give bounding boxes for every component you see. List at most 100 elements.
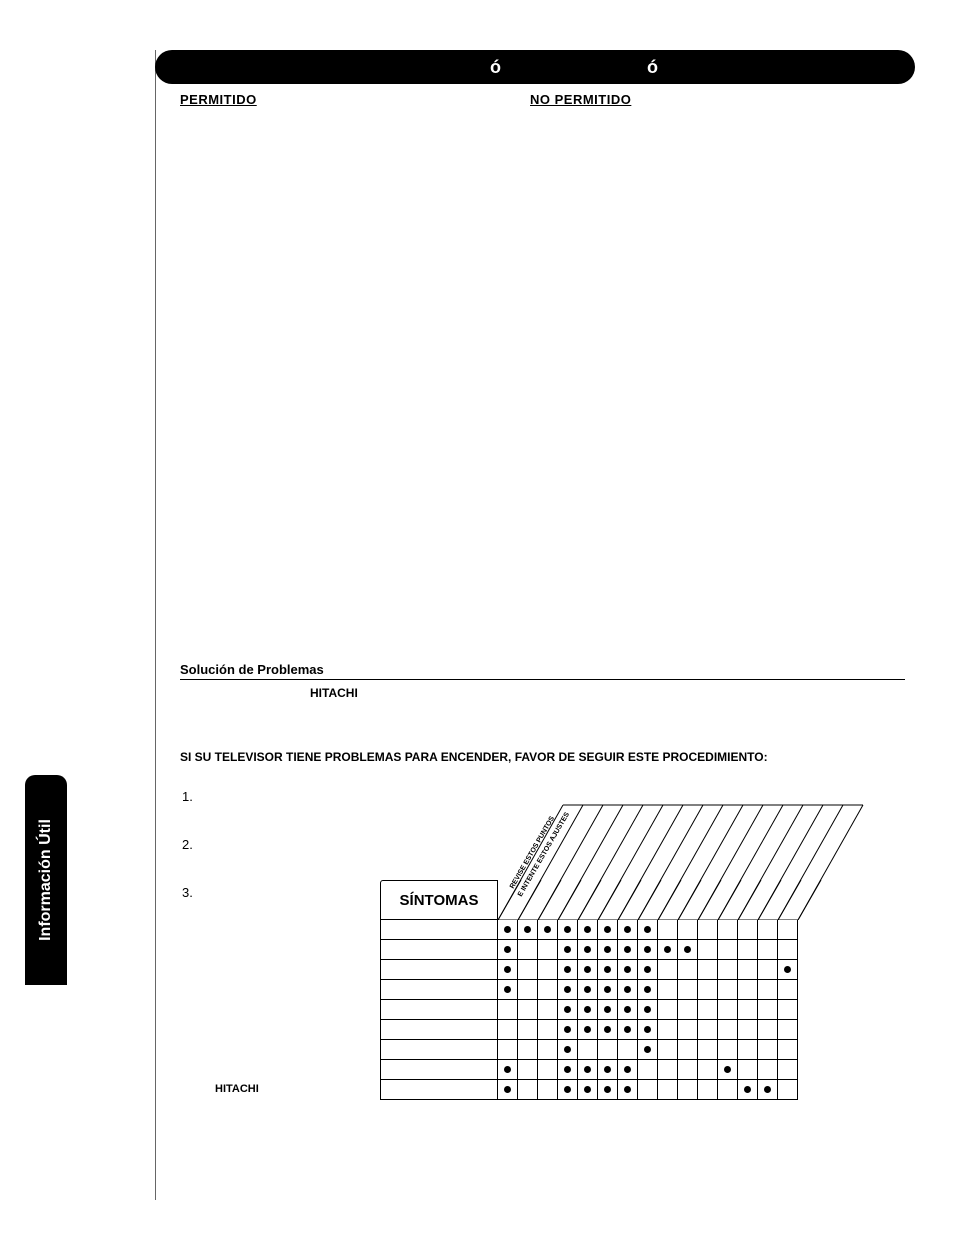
table-cell (618, 1060, 638, 1080)
dot-icon (564, 1086, 571, 1093)
dot-icon (624, 1026, 631, 1033)
table-cell (538, 1020, 558, 1040)
table-cell (518, 920, 538, 940)
dot-icon (584, 1086, 591, 1093)
dot-icon (564, 966, 571, 973)
table-row-label (380, 1040, 498, 1060)
table-cell (778, 1040, 798, 1060)
dot-icon (624, 1066, 631, 1073)
table-cell (578, 1040, 598, 1060)
table-row-label (380, 1020, 498, 1040)
table-cell (518, 1000, 538, 1020)
table-cell (658, 1020, 678, 1040)
table-row-label (380, 1000, 498, 1020)
table-cell (598, 1060, 618, 1080)
dot-icon (684, 946, 691, 953)
dot-icon (524, 926, 531, 933)
table-cell (578, 980, 598, 1000)
table-cell (678, 1000, 698, 1020)
table-cell (758, 960, 778, 980)
table-row (498, 920, 798, 940)
table-cell (758, 920, 778, 940)
table-cell (618, 940, 638, 960)
dot-icon (584, 1066, 591, 1073)
table-row-label (380, 920, 498, 940)
table-cell (658, 1080, 678, 1100)
table-cell (738, 1080, 758, 1100)
table-cell (678, 1020, 698, 1040)
table-cell (498, 1060, 518, 1080)
table-cell (598, 980, 618, 1000)
table-row (498, 960, 798, 980)
table-cell (778, 1020, 798, 1040)
table-cell (538, 980, 558, 1000)
table-cell (498, 1040, 518, 1060)
table-cell (518, 960, 538, 980)
table-cell (718, 960, 738, 980)
table-cell (598, 920, 618, 940)
table-cell (498, 920, 518, 940)
table-cell (718, 980, 738, 1000)
table-row-label (380, 940, 498, 960)
table-cell (658, 1060, 678, 1080)
table-cell (558, 940, 578, 960)
table-cell (658, 920, 678, 940)
dot-icon (664, 946, 671, 953)
dot-icon (564, 1006, 571, 1013)
table-cell (698, 1060, 718, 1080)
dot-icon (644, 946, 651, 953)
dot-icon (504, 946, 511, 953)
table-cell (618, 960, 638, 980)
dot-icon (744, 1086, 751, 1093)
table-cell (598, 1040, 618, 1060)
table-row (498, 1060, 798, 1080)
table-cell (758, 1020, 778, 1040)
table-cell (778, 1080, 798, 1100)
table-cell (598, 1080, 618, 1100)
table-cell (658, 1040, 678, 1060)
dot-icon (544, 926, 551, 933)
table-cell (778, 940, 798, 960)
table-cell (538, 1000, 558, 1020)
table-cell (678, 1080, 698, 1100)
column-headers: PERMITIDO NO PERMITIDO (155, 92, 915, 107)
table-cell (698, 920, 718, 940)
header-cells (498, 880, 890, 920)
table-row-label (380, 1060, 498, 1080)
header-no-permitido: NO PERMITIDO (530, 92, 631, 107)
dot-icon (784, 966, 791, 973)
table-cell (598, 1020, 618, 1040)
side-tab-label: Información Útil (37, 819, 55, 941)
table-cell (718, 1000, 738, 1020)
dot-icon (584, 986, 591, 993)
header-tri-svg (498, 880, 898, 920)
table-cell (518, 1060, 538, 1080)
table-cell (638, 920, 658, 940)
dot-icon (504, 1066, 511, 1073)
dot-icon (724, 1066, 731, 1073)
table-cell (578, 1000, 598, 1020)
table-cell (558, 1040, 578, 1060)
table-cell (738, 1000, 758, 1020)
dot-icon (564, 926, 571, 933)
table-cell (718, 920, 738, 940)
table-row (498, 1000, 798, 1020)
dot-grid (498, 920, 798, 1100)
table-cell (738, 920, 758, 940)
table-cell (638, 940, 658, 960)
table-cell (758, 980, 778, 1000)
table-cell (658, 960, 678, 980)
dot-icon (764, 1086, 771, 1093)
table-cell (578, 920, 598, 940)
dot-icon (564, 1026, 571, 1033)
dot-icon (584, 926, 591, 933)
table-cell (518, 980, 538, 1000)
table-cell (738, 960, 758, 980)
table-cell (618, 1020, 638, 1040)
table-cell (578, 940, 598, 960)
table-cell (678, 920, 698, 940)
section-title: Solución de Problemas (180, 662, 915, 677)
table-cell (758, 1000, 778, 1020)
table-cell (698, 1020, 718, 1040)
table-cell (558, 1020, 578, 1040)
